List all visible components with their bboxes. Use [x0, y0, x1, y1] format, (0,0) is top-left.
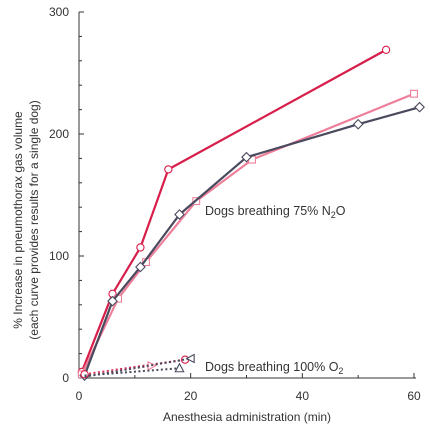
data-point-circle	[381, 45, 391, 54]
x-tick-label: 40	[296, 389, 310, 403]
x-tick-label: 0	[76, 389, 83, 403]
series-o2-triangle-up	[84, 362, 185, 377]
y-axis-title: % Increase in pneumothorax gas volume	[11, 111, 25, 329]
annotation-n2o: Dogs breathing 75% N2O	[205, 204, 346, 220]
data-point-diamond	[174, 209, 185, 220]
data-point-circle	[136, 243, 145, 252]
series-line	[83, 106, 420, 376]
axes: 0 100 200 300 0 20 40 60	[49, 5, 421, 403]
data-point-diamond	[107, 295, 118, 307]
y-tick-label: 0	[62, 371, 69, 385]
series-line	[84, 358, 186, 376]
series-layer	[77, 45, 425, 381]
data-point-circle	[164, 165, 173, 174]
y-tick-label: 200	[49, 127, 69, 141]
y-tick-label: 300	[49, 5, 69, 19]
y-tick-label: 100	[49, 249, 69, 263]
annotations: Dogs breathing 75% N2O Dogs breathing 100…	[205, 204, 346, 376]
x-tick-label: 60	[407, 389, 421, 403]
series-n2o-square	[77, 89, 418, 379]
data-point-square	[410, 89, 418, 98]
data-point-circle	[80, 370, 89, 379]
series-n2o-diamond	[79, 101, 425, 381]
annotation-o2: Dogs breathing 100% O2	[205, 360, 343, 376]
x-tick-label: 20	[184, 389, 198, 403]
data-point-diamond	[135, 261, 146, 273]
series-line	[80, 92, 415, 375]
x-axis-title: Anesthesia administration (min)	[163, 410, 331, 424]
data-point-diamond	[352, 118, 364, 130]
y-axis-subtitle: (each curve provides results for a singl…	[27, 100, 41, 339]
data-point-diamond	[241, 151, 252, 163]
series-o2-circle	[80, 355, 190, 379]
data-point-diamond	[414, 101, 425, 113]
series-o2-triangle-right	[84, 360, 157, 377]
series-o2-triangle-left	[84, 353, 195, 378]
data-point-triangle-left	[185, 353, 195, 364]
data-point-triangle-up	[174, 362, 185, 373]
